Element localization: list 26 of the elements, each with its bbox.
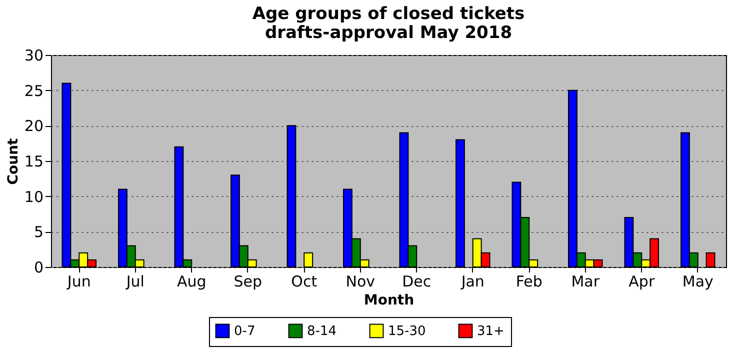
x-tick-label: Feb: [516, 272, 542, 290]
y-tick-label: 30: [24, 46, 44, 64]
y-tick-label: 0: [34, 258, 44, 276]
x-tick-label: Jul: [125, 272, 144, 290]
x-tick-label: Sep: [234, 272, 262, 290]
x-tick-label: Dec: [402, 272, 432, 290]
y-axis-title: Count: [5, 138, 22, 185]
y-tick-label: 20: [24, 117, 44, 136]
x-tick-label: Oct: [291, 272, 318, 290]
legend-label: 8-14: [307, 324, 337, 339]
y-tick-label: 15: [24, 152, 44, 170]
legend-label: 0-7: [234, 324, 256, 339]
x-tick-label: Jan: [460, 272, 484, 290]
x-tick-label: Mar: [571, 272, 600, 290]
chart-title: Age groups of closed tickets drafts-approval May 2018: [252, 4, 525, 43]
x-tick-label: Apr: [628, 272, 656, 290]
x-tick-label: Nov: [346, 272, 376, 290]
x-axis-title: Month: [364, 292, 414, 308]
legend-label: 31+: [477, 324, 504, 339]
y-tick-label: 5: [34, 223, 44, 242]
x-tick-label: May: [682, 272, 714, 290]
y-tick-label: 10: [24, 188, 44, 206]
x-tick-label: Aug: [176, 272, 206, 290]
legend-label: 15-30: [388, 324, 426, 339]
y-tick-label: 25: [24, 82, 44, 100]
x-tick-label: Jun: [66, 272, 91, 290]
